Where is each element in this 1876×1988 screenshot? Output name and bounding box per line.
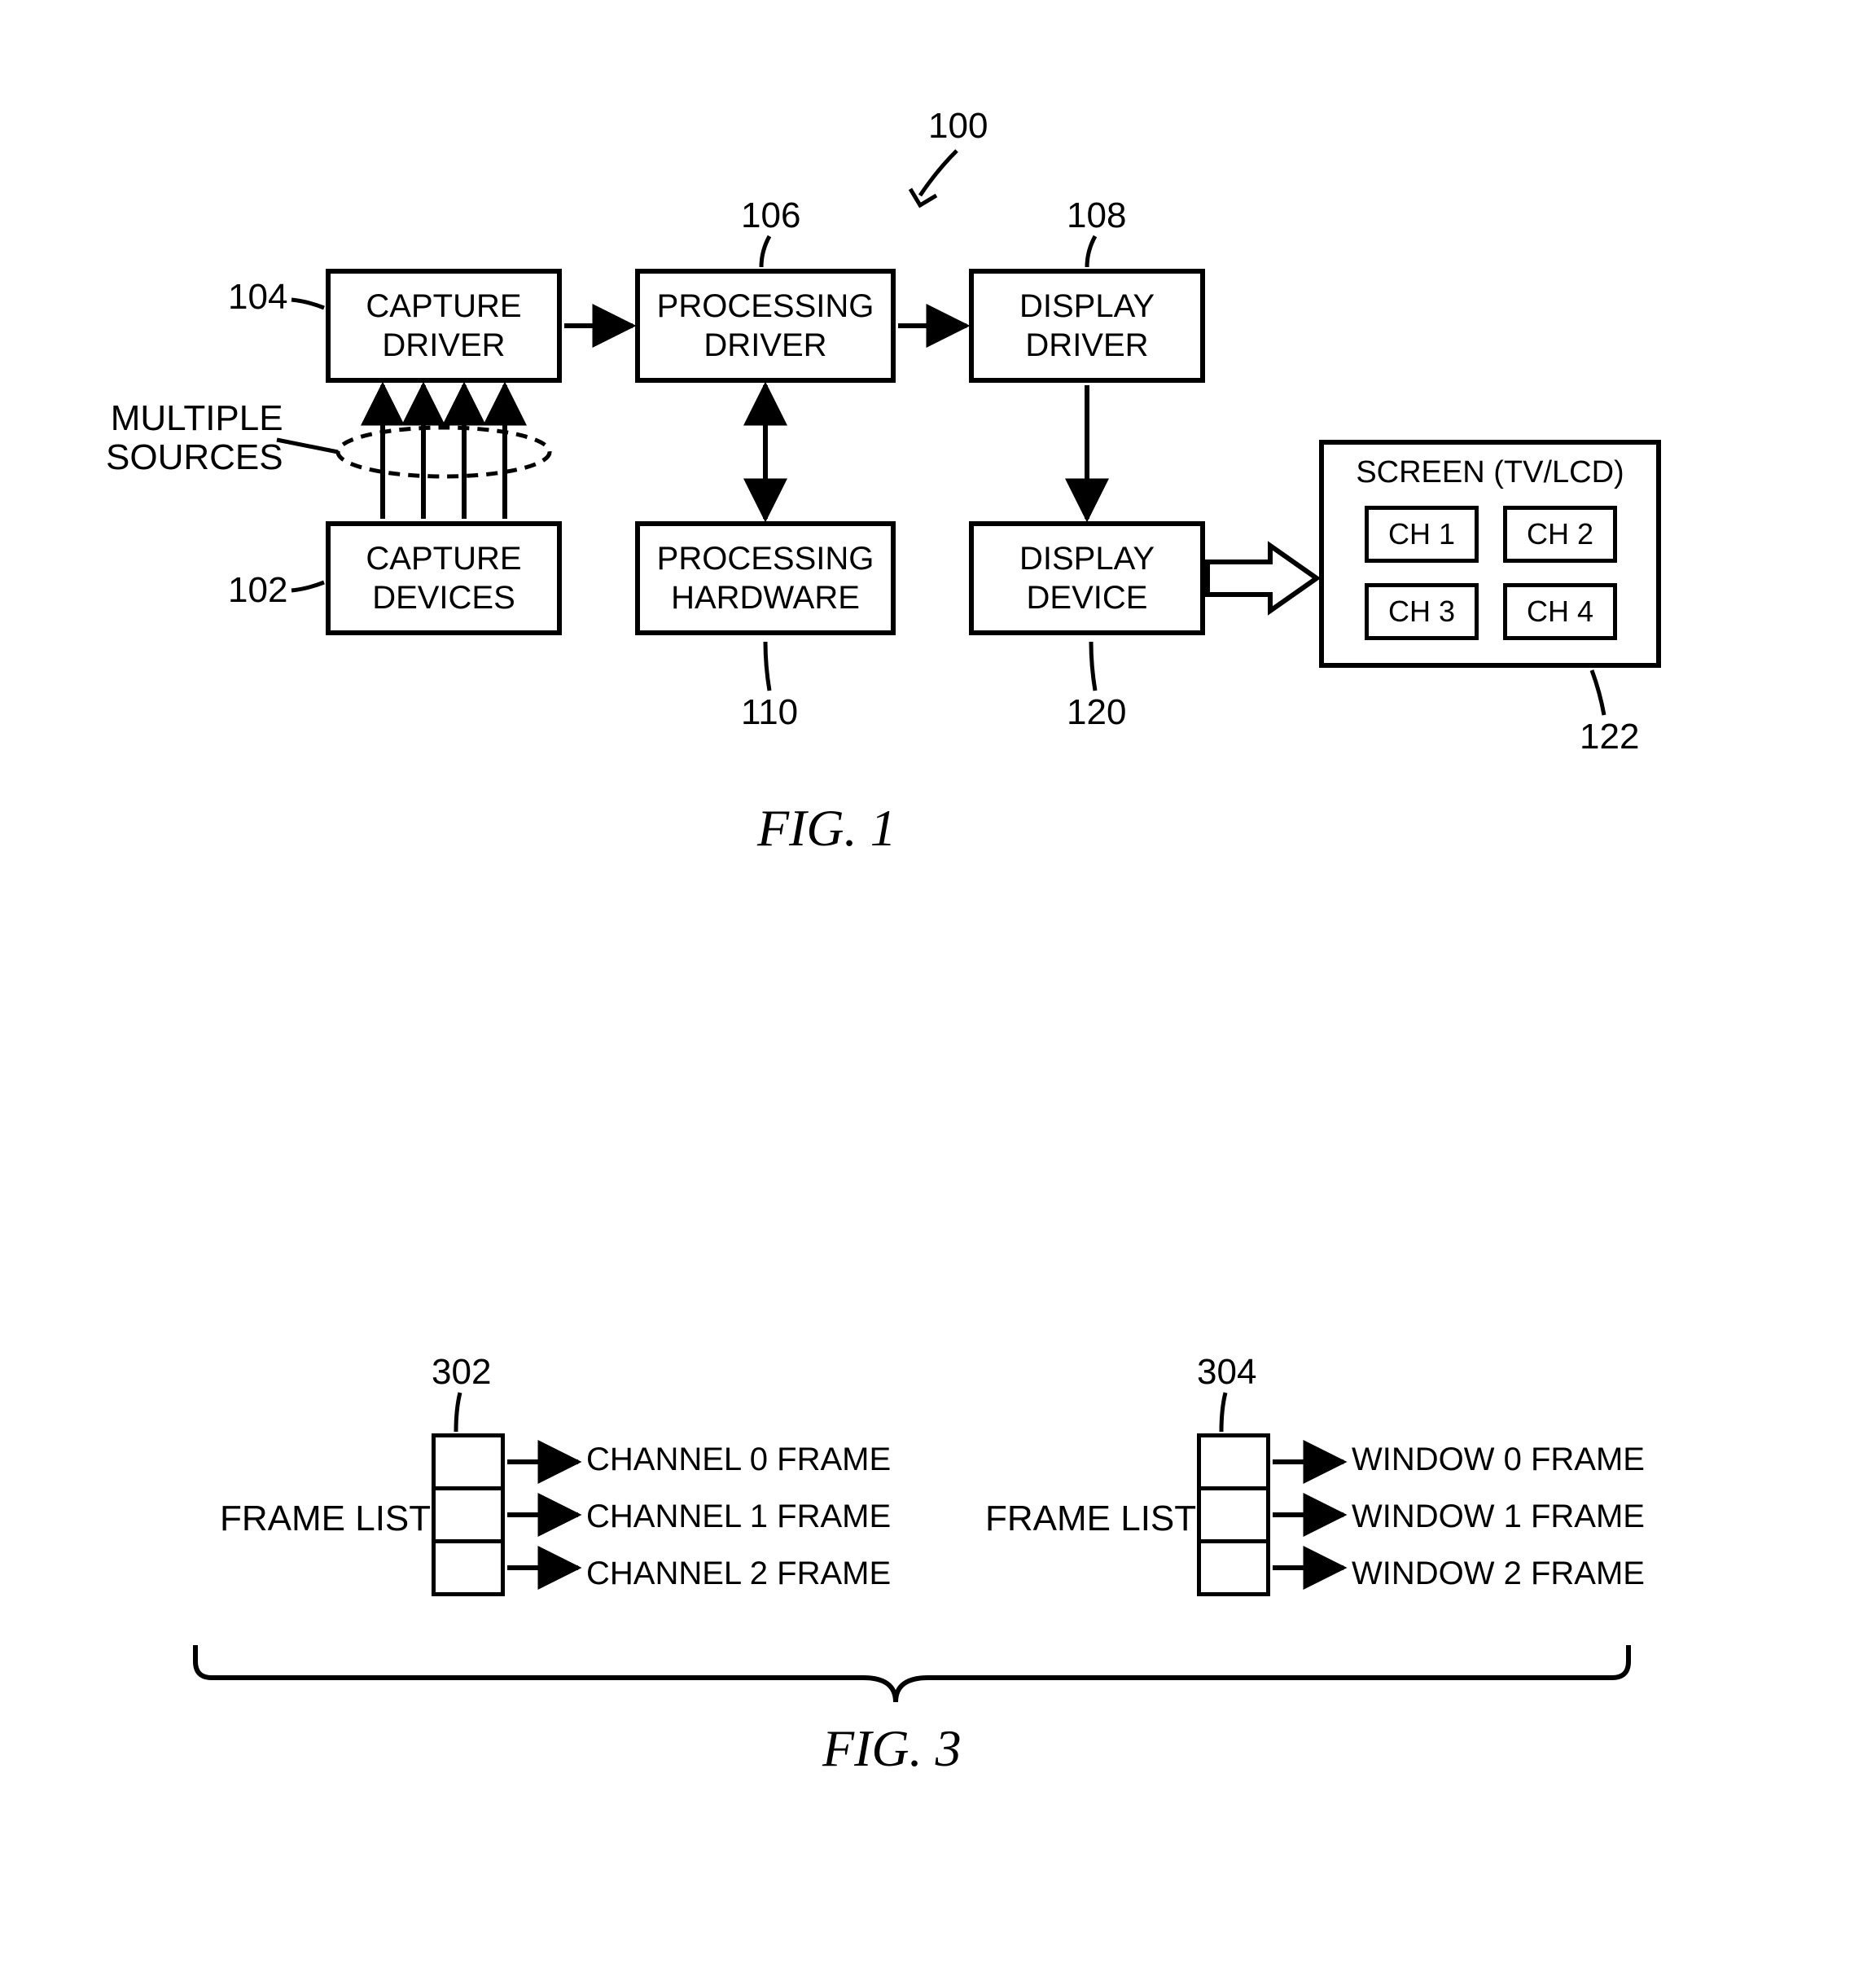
processing-driver-label2: DRIVER <box>704 326 826 365</box>
capture-devices-label2: DEVICES <box>372 578 515 617</box>
ref-108: 108 <box>1067 195 1126 236</box>
framelist-right-label: FRAME LIST <box>985 1499 1196 1539</box>
screen-title: SCREEN (TV/LCD) <box>1356 454 1624 492</box>
framelist-left-cell-1 <box>432 1486 505 1543</box>
screen-ch3-label: CH 3 <box>1388 594 1455 629</box>
ref-302: 302 <box>432 1352 491 1393</box>
right-item-1: WINDOW 1 FRAME <box>1352 1499 1645 1535</box>
screen-ch2: CH 2 <box>1503 506 1617 563</box>
processing-hardware-box: PROCESSING HARDWARE <box>635 521 896 635</box>
capture-devices-label1: CAPTURE <box>366 539 521 578</box>
screen-ch3: CH 3 <box>1365 583 1479 640</box>
multiple-sources-label: MULTIPLE SOURCES <box>106 399 283 478</box>
ref-104: 104 <box>228 277 287 318</box>
screen-ch1: CH 1 <box>1365 506 1479 563</box>
capture-devices-box: CAPTURE DEVICES <box>326 521 562 635</box>
framelist-left-cell-2 <box>432 1539 505 1596</box>
display-device-label2: DEVICE <box>1027 578 1148 617</box>
ref-106: 106 <box>741 195 800 236</box>
screen-ch2-label: CH 2 <box>1527 516 1593 551</box>
processing-hardware-label2: HARDWARE <box>671 578 860 617</box>
processing-driver-label1: PROCESSING <box>657 287 874 326</box>
fig1-title: FIG. 1 <box>757 798 896 858</box>
right-item-2: WINDOW 2 FRAME <box>1352 1556 1645 1592</box>
left-item-2: CHANNEL 2 FRAME <box>586 1556 891 1592</box>
capture-driver-box: CAPTURE DRIVER <box>326 269 562 383</box>
ref-110: 110 <box>741 692 798 733</box>
right-item-0: WINDOW 0 FRAME <box>1352 1442 1645 1478</box>
screen-ch4: CH 4 <box>1503 583 1617 640</box>
framelist-right-cell-1 <box>1197 1486 1270 1543</box>
screen-box: SCREEN (TV/LCD) CH 1 CH 2 CH 3 CH 4 <box>1319 440 1661 668</box>
diagram-canvas: CAPTURE DRIVER PROCESSING DRIVER DISPLAY… <box>0 0 1876 1988</box>
capture-driver-label1: CAPTURE <box>366 287 521 326</box>
display-device-label1: DISPLAY <box>1019 539 1155 578</box>
ref-100: 100 <box>928 106 988 147</box>
framelist-left-cell-0 <box>432 1433 505 1490</box>
screen-ch4-label: CH 4 <box>1527 594 1593 629</box>
display-device-box: DISPLAY DEVICE <box>969 521 1205 635</box>
screen-ch1-label: CH 1 <box>1388 516 1455 551</box>
processing-driver-box: PROCESSING DRIVER <box>635 269 896 383</box>
framelist-right-cell-2 <box>1197 1539 1270 1596</box>
capture-driver-label2: DRIVER <box>382 326 505 365</box>
ref-122: 122 <box>1580 717 1639 757</box>
display-driver-label2: DRIVER <box>1025 326 1148 365</box>
left-item-0: CHANNEL 0 FRAME <box>586 1442 891 1478</box>
framelist-right-cell-0 <box>1197 1433 1270 1490</box>
left-item-1: CHANNEL 1 FRAME <box>586 1499 891 1535</box>
display-driver-label1: DISPLAY <box>1019 287 1155 326</box>
processing-hardware-label1: PROCESSING <box>657 539 874 578</box>
ref-120: 120 <box>1067 692 1126 733</box>
fig3-title: FIG. 3 <box>822 1718 962 1779</box>
ref-304: 304 <box>1197 1352 1256 1393</box>
display-driver-box: DISPLAY DRIVER <box>969 269 1205 383</box>
ref-102: 102 <box>228 570 287 611</box>
framelist-left-label: FRAME LIST <box>220 1499 431 1539</box>
